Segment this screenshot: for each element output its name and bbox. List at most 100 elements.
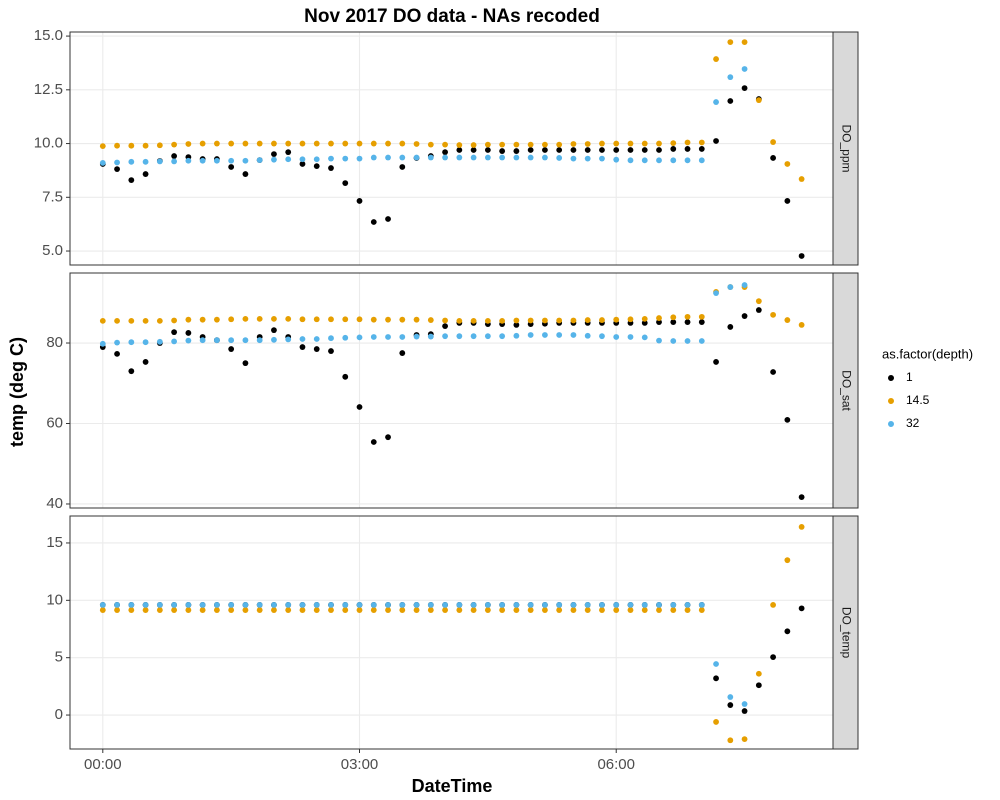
data-point bbox=[727, 39, 734, 46]
data-point bbox=[271, 602, 277, 608]
data-point bbox=[299, 344, 306, 350]
data-point bbox=[670, 146, 677, 152]
data-point bbox=[627, 147, 634, 153]
data-point bbox=[242, 171, 249, 177]
data-point bbox=[185, 602, 192, 608]
data-point bbox=[755, 307, 762, 313]
data-point bbox=[656, 140, 662, 147]
data-point bbox=[684, 607, 691, 613]
data-point bbox=[114, 159, 120, 166]
chart-title: Nov 2017 DO data - NAs recoded bbox=[304, 6, 600, 27]
data-point bbox=[798, 176, 805, 182]
data-point bbox=[328, 165, 334, 171]
data-point bbox=[142, 339, 149, 346]
data-point bbox=[784, 557, 791, 564]
data-point bbox=[670, 157, 677, 164]
legend-label: 32 bbox=[906, 416, 920, 430]
x-tick-label: 03:00 bbox=[341, 756, 379, 773]
data-point bbox=[584, 332, 591, 339]
data-point bbox=[513, 602, 520, 608]
data-point bbox=[299, 602, 306, 608]
data-point bbox=[213, 157, 220, 164]
data-point bbox=[185, 141, 192, 147]
data-point bbox=[713, 138, 719, 144]
data-point bbox=[556, 332, 563, 338]
data-point bbox=[684, 313, 691, 320]
data-point bbox=[271, 151, 277, 157]
data-point bbox=[570, 602, 577, 608]
data-point bbox=[99, 160, 106, 166]
data-point bbox=[484, 333, 491, 340]
data-point bbox=[356, 316, 363, 323]
data-point bbox=[342, 607, 349, 613]
data-point bbox=[542, 154, 548, 161]
y-tick-label: 10 bbox=[46, 591, 63, 608]
data-point bbox=[99, 607, 106, 613]
data-point bbox=[242, 607, 249, 613]
data-point bbox=[442, 323, 448, 330]
data-point bbox=[156, 602, 163, 608]
data-point bbox=[656, 157, 662, 164]
x-tick-label: 06:00 bbox=[597, 756, 635, 773]
data-point bbox=[256, 602, 263, 608]
data-point bbox=[285, 602, 292, 608]
data-point bbox=[542, 602, 548, 608]
data-point bbox=[641, 319, 648, 326]
data-point bbox=[684, 602, 691, 608]
data-point bbox=[798, 494, 805, 501]
data-point bbox=[741, 701, 748, 707]
data-point bbox=[570, 147, 577, 153]
data-point bbox=[128, 142, 135, 149]
data-point bbox=[613, 602, 620, 608]
data-point bbox=[641, 334, 648, 341]
data-point bbox=[456, 317, 463, 324]
data-point bbox=[114, 166, 120, 173]
y-tick-label: 12.5 bbox=[34, 81, 63, 98]
data-point bbox=[613, 334, 620, 340]
data-point bbox=[641, 315, 648, 322]
data-point bbox=[385, 607, 391, 613]
data-point bbox=[213, 607, 220, 613]
data-point bbox=[741, 313, 748, 319]
data-point bbox=[542, 607, 548, 613]
data-point bbox=[228, 157, 235, 164]
data-point bbox=[271, 315, 277, 322]
data-point bbox=[499, 607, 506, 613]
data-point bbox=[613, 316, 620, 323]
data-point bbox=[641, 140, 648, 147]
data-point bbox=[185, 607, 192, 613]
data-point bbox=[128, 158, 135, 165]
data-point bbox=[670, 140, 677, 147]
data-point bbox=[684, 338, 691, 344]
data-point bbox=[99, 602, 106, 608]
data-point bbox=[228, 140, 235, 147]
data-point bbox=[299, 161, 306, 167]
data-point bbox=[627, 316, 634, 323]
data-point bbox=[727, 737, 734, 744]
data-point bbox=[656, 337, 662, 344]
data-point bbox=[627, 602, 634, 608]
data-point bbox=[741, 736, 748, 743]
data-point bbox=[470, 142, 477, 148]
data-point bbox=[213, 140, 220, 147]
data-point bbox=[128, 607, 135, 613]
y-tick-label: 0 bbox=[55, 706, 63, 723]
data-point bbox=[199, 602, 206, 608]
data-point bbox=[727, 98, 734, 104]
data-point bbox=[328, 602, 334, 608]
data-point bbox=[328, 335, 334, 342]
data-point bbox=[570, 332, 577, 338]
data-point bbox=[656, 315, 662, 321]
data-point bbox=[114, 350, 120, 357]
data-point bbox=[513, 148, 520, 154]
data-point bbox=[271, 607, 277, 613]
facet-label: DO_sat bbox=[839, 370, 853, 411]
data-point bbox=[470, 333, 477, 340]
data-point bbox=[313, 602, 320, 608]
data-point bbox=[199, 157, 206, 164]
data-point bbox=[242, 360, 249, 367]
data-point bbox=[271, 140, 277, 147]
data-point bbox=[413, 333, 420, 340]
data-point bbox=[570, 141, 577, 147]
data-point bbox=[342, 316, 349, 323]
